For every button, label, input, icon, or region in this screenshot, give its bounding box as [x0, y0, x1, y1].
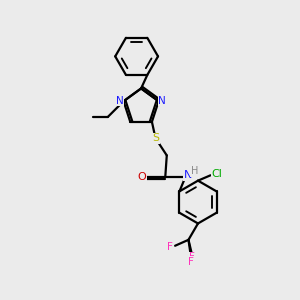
- Text: F: F: [188, 252, 194, 262]
- Text: O: O: [138, 172, 146, 182]
- Text: N: N: [184, 170, 192, 180]
- Text: S: S: [152, 133, 159, 143]
- Text: F: F: [188, 256, 194, 266]
- Text: N: N: [158, 96, 166, 106]
- Text: F: F: [167, 242, 173, 252]
- Text: N: N: [116, 96, 124, 106]
- Text: H: H: [191, 167, 198, 176]
- Text: Cl: Cl: [212, 169, 222, 179]
